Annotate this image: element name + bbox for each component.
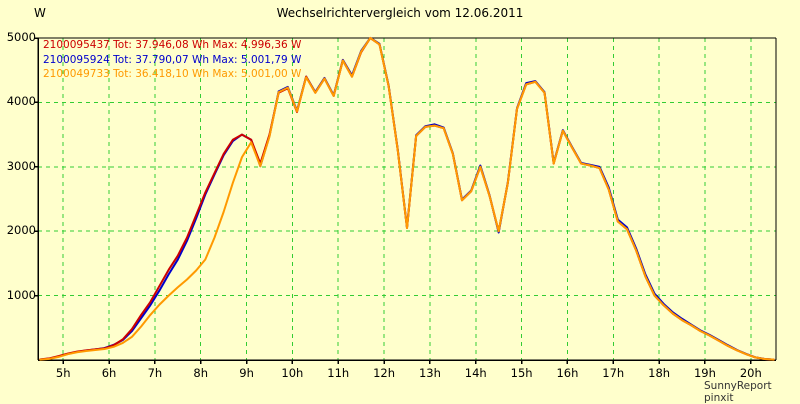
x-tick-label: 12h xyxy=(373,366,396,380)
legend-item-2100095437: 2100095437 Tot: 37.946,08 Wh Max: 4.996,… xyxy=(43,39,302,51)
y-tick-label: 1000 xyxy=(6,287,36,302)
x-tick-label: 6h xyxy=(101,366,117,380)
legend-item-2100049733: 2100049733 Tot: 36.418,10 Wh Max: 5.001,… xyxy=(43,68,302,80)
gridlines xyxy=(38,37,776,360)
x-tick-label: 14h xyxy=(464,366,487,380)
y-tick-label: 5000 xyxy=(6,30,36,44)
y-axis-unit-label: W xyxy=(34,6,46,20)
x-tick-label: 8h xyxy=(193,366,209,380)
chart-legend: 2100095437 Tot: 37.946,08 Wh Max: 4.996,… xyxy=(43,38,301,82)
x-tick-label: 16h xyxy=(556,366,579,380)
x-tick-label: 18h xyxy=(648,366,671,380)
x-tick-label: 15h xyxy=(510,366,533,380)
data-series-group xyxy=(39,36,775,361)
x-tick-label: 11h xyxy=(327,366,350,380)
x-tick-label: 5h xyxy=(55,366,71,380)
axis-lines xyxy=(37,37,777,361)
y-tick-label: 3000 xyxy=(6,158,36,173)
x-tick-label: 9h xyxy=(239,366,254,380)
x-tick-label: 19h xyxy=(693,366,716,380)
x-tick-label: 7h xyxy=(147,366,163,380)
x-tick-label: 20h xyxy=(739,366,762,380)
y-tick-label: 2000 xyxy=(6,223,36,238)
x-tick-label: 17h xyxy=(602,366,625,380)
legend-item-2100095924: 2100095924 Tot: 37.790,07 Wh Max: 5.001,… xyxy=(43,53,302,66)
y-tick-label: 4000 xyxy=(6,94,36,109)
watermark-label: SunnyReport pinxit xyxy=(704,380,772,404)
x-tick-label: 10h xyxy=(281,366,304,380)
tick-marks xyxy=(34,37,752,364)
chart-title: Wechselrichtervergleich vom 12.06.2011 xyxy=(276,6,524,20)
x-tick-label: 13h xyxy=(418,366,441,380)
